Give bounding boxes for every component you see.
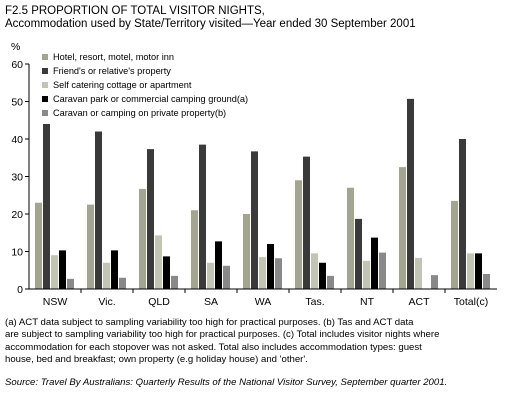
x-tick-label: Total(c) bbox=[454, 296, 488, 308]
bar bbox=[103, 262, 110, 289]
source-note: Source: Travel By Australians: Quarterly… bbox=[5, 377, 448, 388]
bar bbox=[171, 275, 178, 289]
footnote-line: house, bed and breakfast; own property (… bbox=[5, 353, 308, 365]
bar bbox=[295, 180, 302, 289]
bar bbox=[243, 214, 250, 289]
chart-subtitle: Accommodation used by State/Territory vi… bbox=[5, 18, 416, 30]
bar bbox=[431, 275, 438, 289]
bar bbox=[319, 262, 326, 289]
bar bbox=[215, 241, 222, 289]
bar bbox=[415, 257, 422, 289]
y-tick-label: 60 bbox=[11, 59, 23, 71]
legend-swatch bbox=[42, 54, 48, 60]
bar bbox=[363, 260, 370, 289]
bar bbox=[95, 131, 102, 289]
x-tick-label: Vic. bbox=[98, 296, 115, 308]
bar bbox=[327, 275, 334, 289]
bar bbox=[87, 204, 94, 289]
bar bbox=[223, 265, 230, 289]
legend-label: Hotel, resort, motel, motor inn bbox=[53, 52, 174, 62]
x-tick-label: Tas. bbox=[305, 296, 324, 308]
bar bbox=[163, 256, 170, 289]
bar bbox=[407, 98, 414, 289]
y-tick-label: 40 bbox=[11, 134, 23, 146]
legend-swatch bbox=[42, 82, 48, 88]
bar bbox=[251, 151, 258, 289]
bar bbox=[399, 167, 406, 289]
bar bbox=[347, 187, 354, 289]
bar bbox=[467, 253, 474, 289]
bar bbox=[139, 188, 146, 289]
y-tick-label: 50 bbox=[11, 97, 23, 109]
bar bbox=[51, 255, 58, 289]
bar bbox=[355, 218, 362, 289]
bar bbox=[35, 202, 42, 289]
bar bbox=[207, 262, 214, 289]
footnote-line: accommodation for each stopover was not … bbox=[5, 341, 422, 353]
y-tick-label: 10 bbox=[11, 247, 23, 259]
footnote-line: are subject to sampling variability too … bbox=[5, 329, 440, 341]
bar bbox=[191, 210, 198, 289]
bar bbox=[379, 252, 386, 289]
bar bbox=[451, 200, 458, 289]
bar bbox=[259, 257, 266, 289]
y-axis-label: % bbox=[11, 41, 20, 53]
legend-label: Friend's or relative's property bbox=[53, 66, 171, 76]
y-tick-label: 0 bbox=[17, 284, 23, 296]
legend-label: Caravan or camping on private property(b… bbox=[53, 108, 226, 118]
bar bbox=[111, 250, 118, 289]
bar bbox=[59, 250, 66, 289]
bar bbox=[459, 139, 466, 289]
x-tick-label: SA bbox=[204, 296, 218, 308]
bar bbox=[303, 156, 310, 289]
x-tick-label: NT bbox=[360, 296, 375, 308]
legend-label: Caravan park or commercial camping groun… bbox=[53, 94, 248, 104]
y-tick-label: 20 bbox=[11, 209, 23, 221]
bar bbox=[67, 278, 74, 289]
bar bbox=[483, 274, 490, 289]
chart-title: F2.5 PROPORTION OF TOTAL VISITOR NIGHTS, bbox=[5, 5, 265, 17]
bar bbox=[43, 124, 50, 289]
bar bbox=[155, 235, 162, 289]
bar bbox=[275, 258, 282, 289]
x-tick-label: QLD bbox=[148, 296, 170, 308]
footnotes: (a) ACT data subject to sampling variabi… bbox=[5, 317, 520, 366]
bar bbox=[119, 277, 126, 289]
bar bbox=[199, 144, 206, 289]
footnote-line: (a) ACT data subject to sampling variabi… bbox=[5, 317, 414, 328]
legend-swatch bbox=[42, 110, 48, 116]
x-tick-label: WA bbox=[255, 296, 272, 308]
bar bbox=[267, 244, 274, 289]
y-tick-label: 30 bbox=[11, 172, 23, 184]
legend-label: Self catering cottage or apartment bbox=[53, 80, 192, 90]
legend-swatch bbox=[42, 68, 48, 74]
bar bbox=[147, 149, 154, 289]
bar bbox=[475, 253, 482, 289]
legend-swatch bbox=[42, 96, 48, 102]
bar bbox=[371, 237, 378, 289]
bar bbox=[311, 253, 318, 289]
x-tick-label: ACT bbox=[409, 296, 431, 308]
x-tick-label: NSW bbox=[43, 296, 68, 308]
